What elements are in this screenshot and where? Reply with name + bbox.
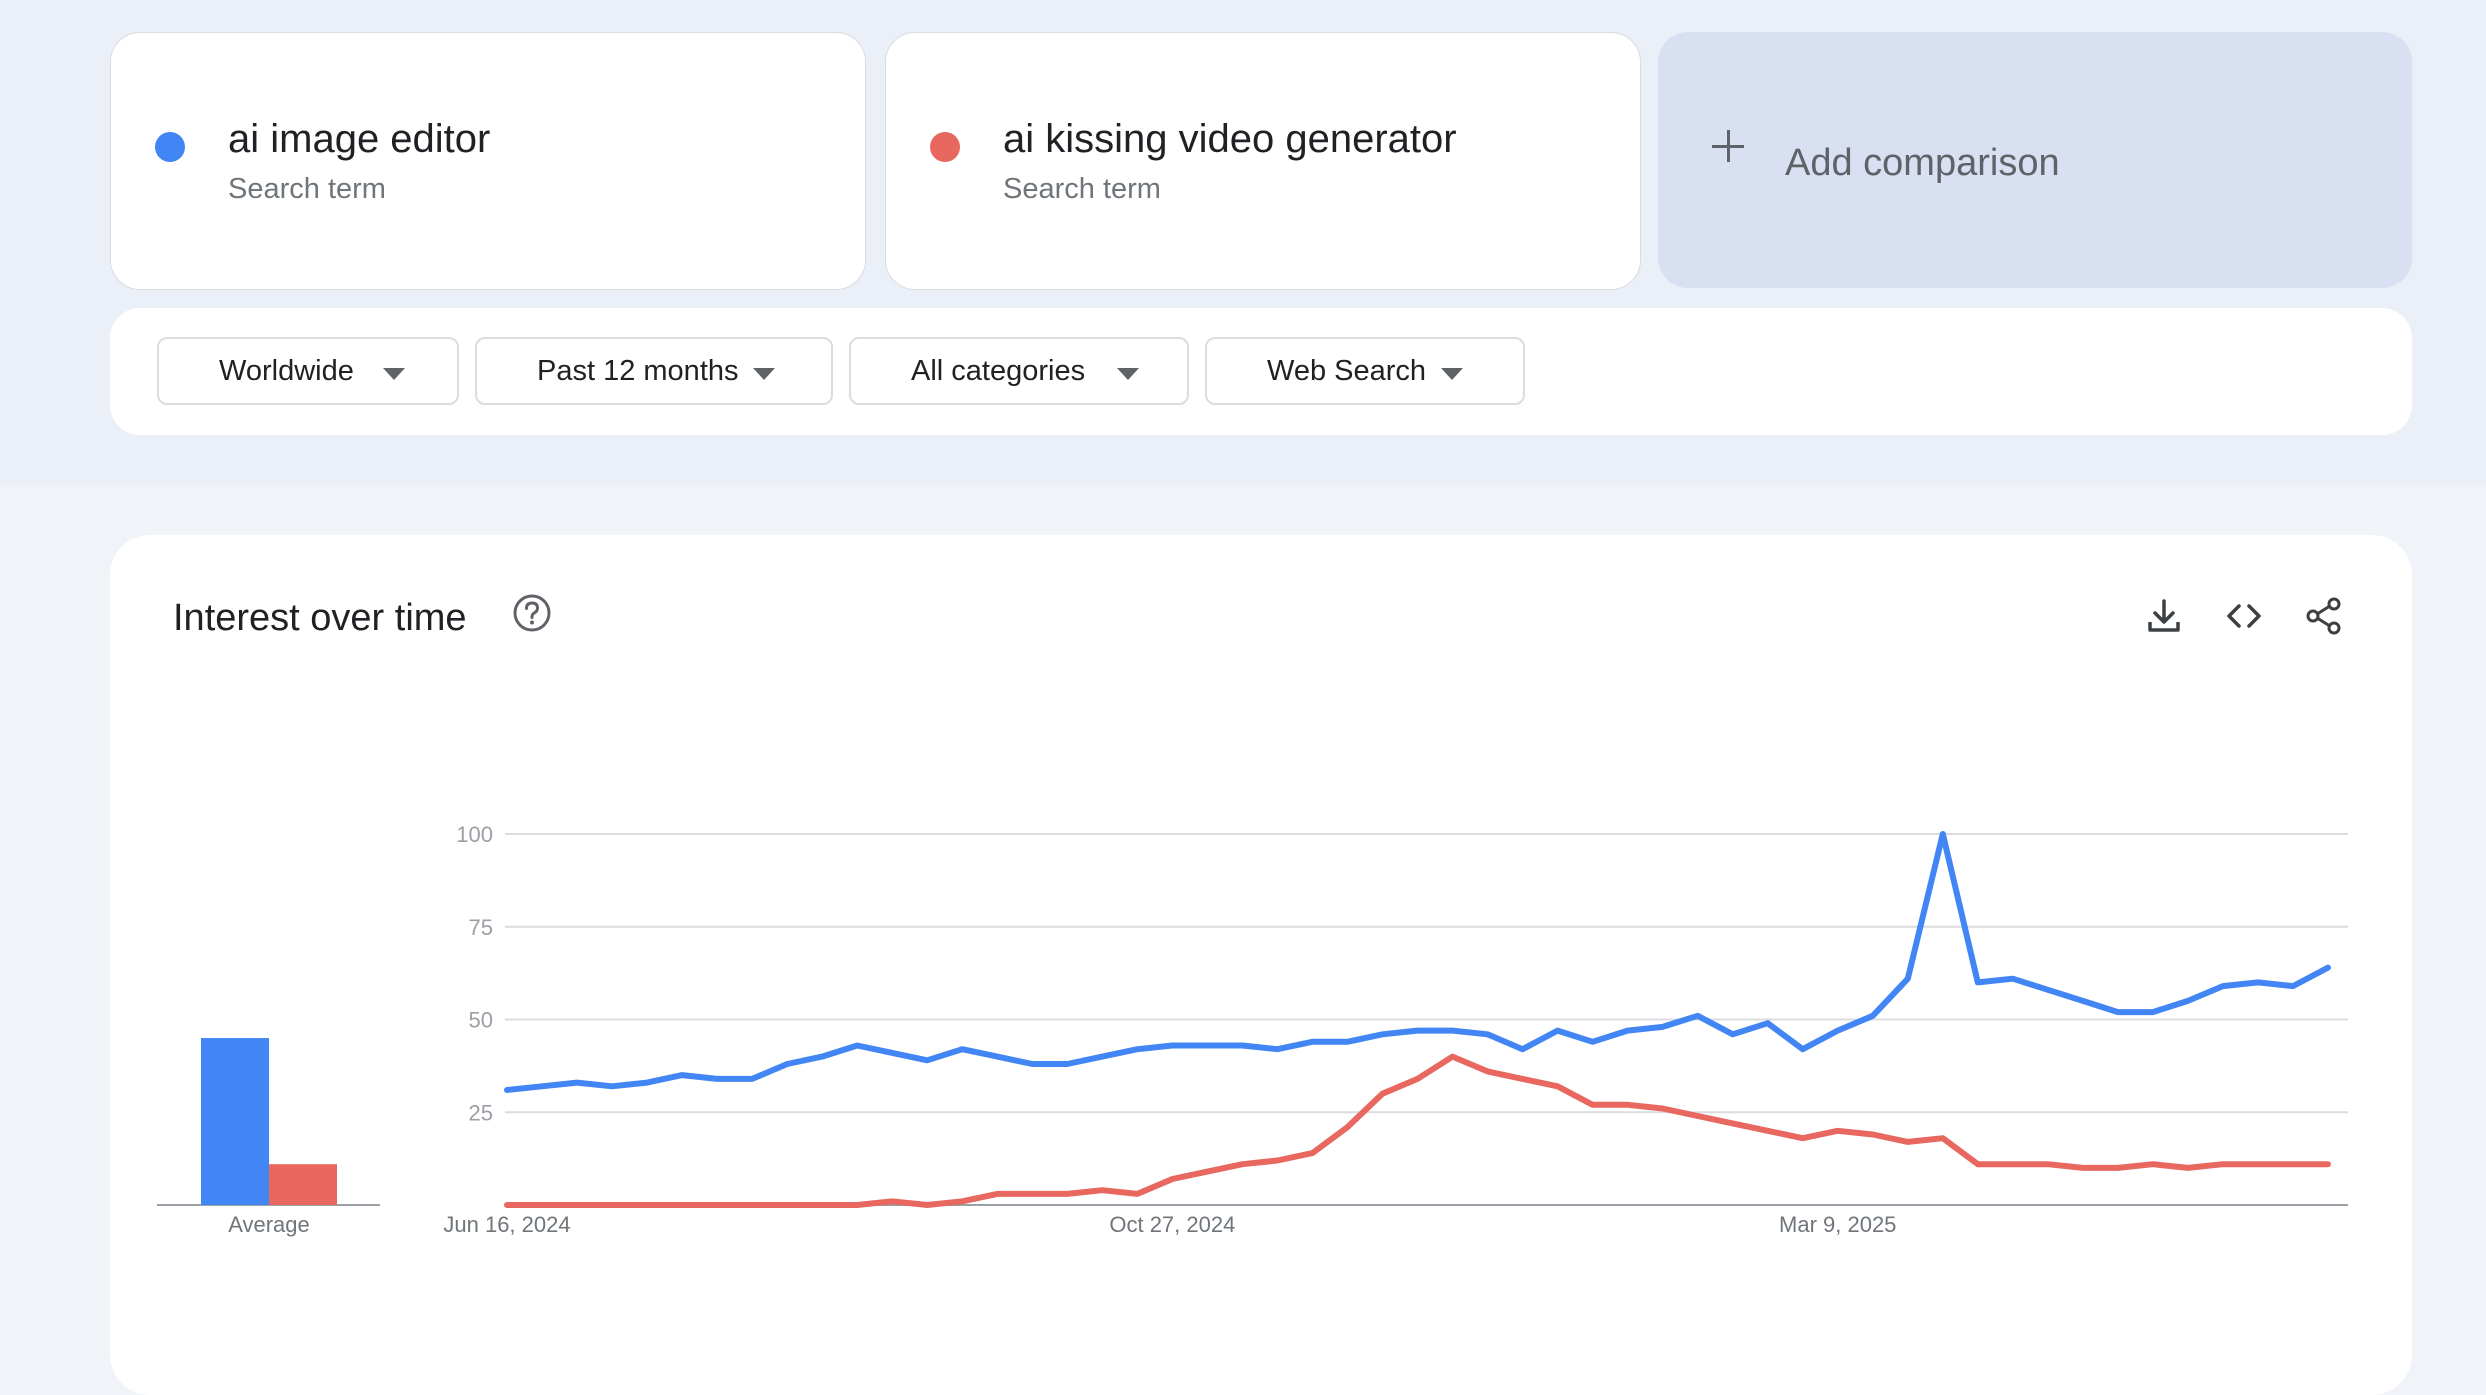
region-dropdown[interactable]: Worldwide [157,337,459,405]
interest-over-time-card: Interest over time 25 50 75 100 Jun 16, 2024… [110,535,2412,1395]
term-type: Search term [1003,173,1161,205]
term-card-2[interactable]: ai kissing video generator Search term [885,32,1641,290]
term-name[interactable]: ai kissing video generator [1003,117,1457,161]
plus-icon [1712,130,1744,162]
series-color-dot [930,132,960,162]
category-dropdown[interactable]: All categories [849,337,1189,405]
add-comparison-button[interactable]: Add comparison [1658,32,2412,288]
term-card-1[interactable]: ai image editor Search term [110,32,866,290]
x-tick-label: Jun 16, 2024 [443,1212,570,1237]
share-icon[interactable] [2304,596,2344,636]
x-tick-label: Oct 27, 2024 [1109,1212,1235,1237]
average-label: Average [228,1212,310,1237]
average-bar [201,1038,269,1205]
series-line [504,831,2331,1093]
series-line [504,1053,2331,1208]
embed-code-icon[interactable] [2224,596,2264,636]
average-bar [269,1164,337,1205]
y-tick-label: 50 [469,1008,493,1033]
term-name[interactable]: ai image editor [228,117,491,161]
period-label: Past 12 months [537,355,739,387]
search-type-dropdown[interactable]: Web Search [1205,337,1525,405]
region-label: Worldwide [219,355,354,387]
y-tick-label: 75 [469,915,493,940]
caret-down-icon [753,368,775,380]
term-type: Search term [228,173,386,205]
period-dropdown[interactable]: Past 12 months [475,337,833,405]
y-tick-label: 25 [469,1100,493,1125]
y-tick-label: 100 [456,822,493,847]
search-type-label: Web Search [1267,355,1427,387]
caret-down-icon [383,368,405,380]
category-label: All categories [911,355,1086,387]
caret-down-icon [1117,368,1139,380]
interest-chart: 25 50 75 100 Jun 16, 2024 Oct 27, 2024 Mar 9, … [157,822,2348,1237]
add-comparison-label: Add comparison [1785,142,2060,184]
x-tick-label: Mar 9, 2025 [1779,1212,1896,1237]
series-color-dot [155,132,185,162]
help-circle-icon[interactable] [512,593,552,633]
download-icon[interactable] [2144,596,2184,636]
filter-bar: Worldwide Past 12 months All categories … [110,308,2412,435]
caret-down-icon [1441,368,1463,380]
card-title: Interest over time [173,597,467,639]
